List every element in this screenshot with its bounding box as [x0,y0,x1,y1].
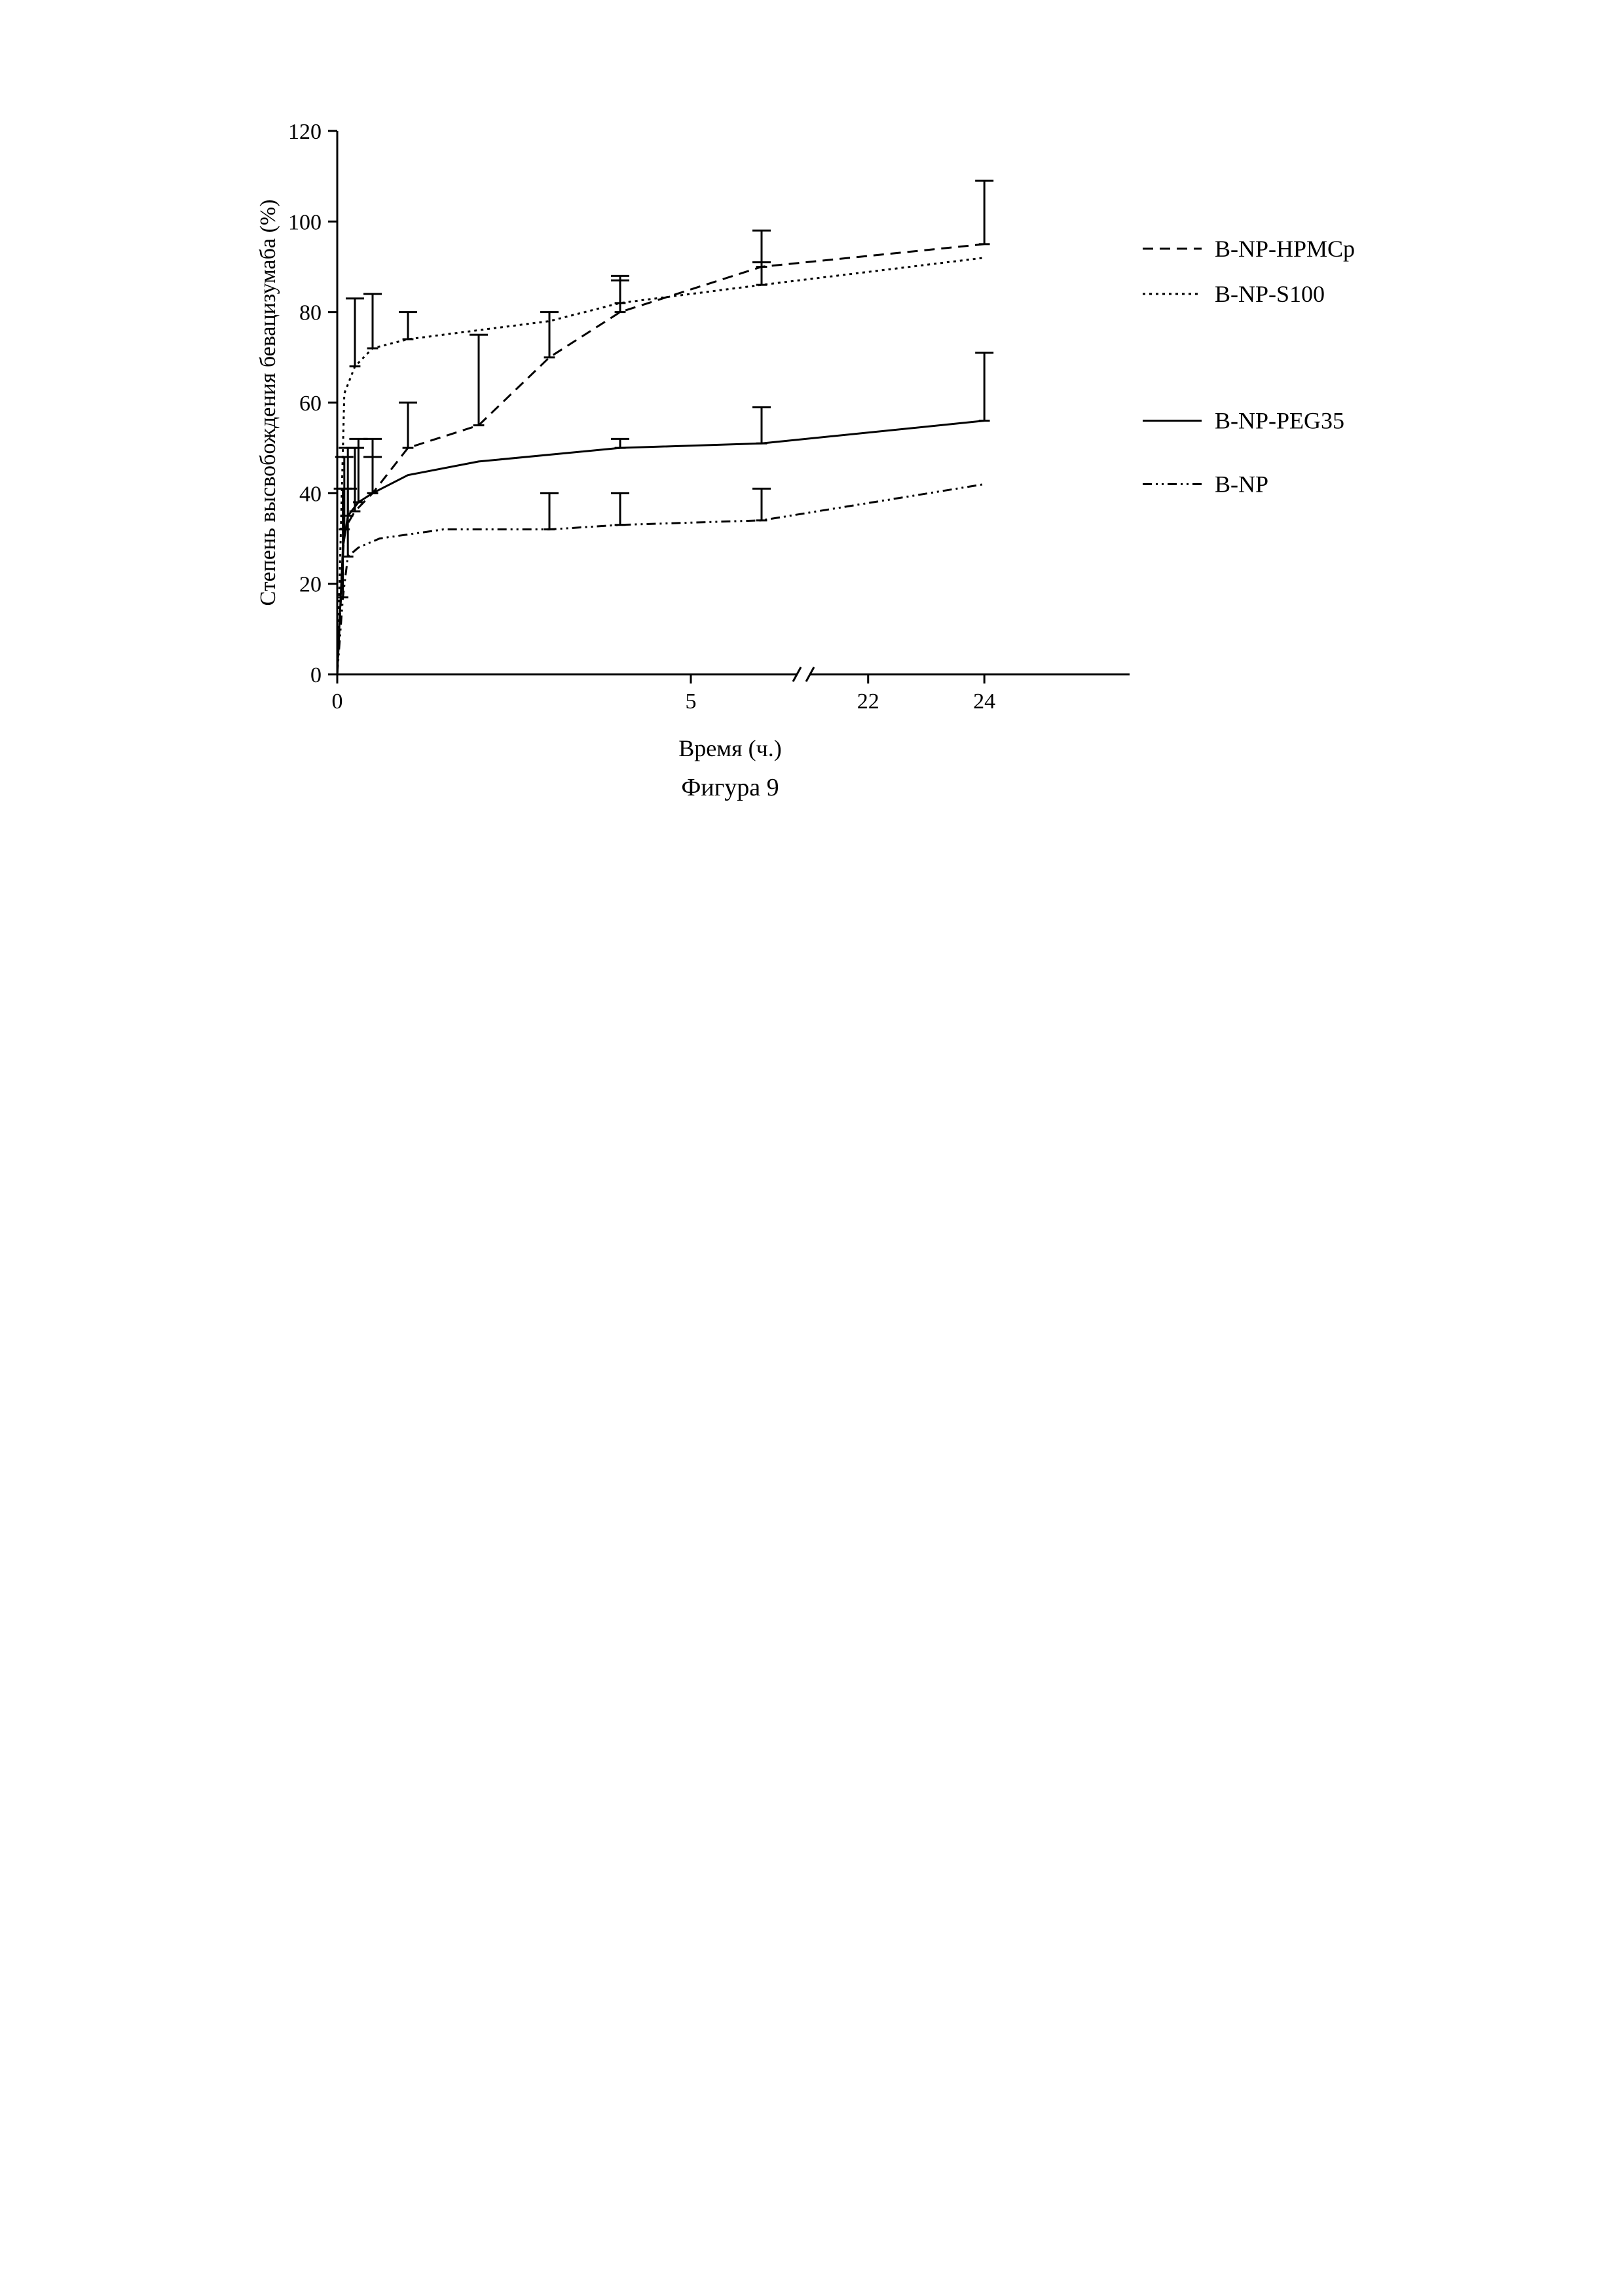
legend-label-peg35: B-NP-PEG35 [1215,408,1344,434]
x-tick-label: 0 [332,689,343,714]
series-line-peg35 [337,421,984,674]
series-line-hpmcp [337,244,984,674]
x-tick-label: 22 [857,689,879,714]
page: 0 20 40 60 80 100 120 0 5 22 24 Время (ч.) Степень в… [0,0,1624,2296]
y-tick-label: 100 [288,210,322,234]
x-tick-label: 24 [973,689,995,714]
y-tick-label: 120 [288,120,322,144]
series-line-s100 [337,258,984,674]
release-chart: 0 20 40 60 80 100 120 0 5 22 24 Время (ч.) Степень в… [0,0,1624,851]
y-tick-label: 0 [310,663,322,687]
y-tick-label: 40 [299,482,322,506]
y-tick-label: 80 [299,301,322,325]
legend-label-hpmcp: B-NP-HPMCp [1215,236,1355,262]
x-axis-label: Время (ч.) [678,735,781,761]
series-line-bnp [337,484,984,675]
y-tick-label: 20 [299,573,322,597]
legend-label-bnp: B-NP [1215,471,1268,498]
legend-label-s100: B-NP-S100 [1215,281,1325,307]
figure-caption: Фигура 9 [681,774,779,801]
y-axis-label: Степень высвобождения бевацизумаба (%) [256,200,280,606]
x-tick-label: 5 [686,689,697,714]
y-tick-label: 60 [299,392,322,416]
